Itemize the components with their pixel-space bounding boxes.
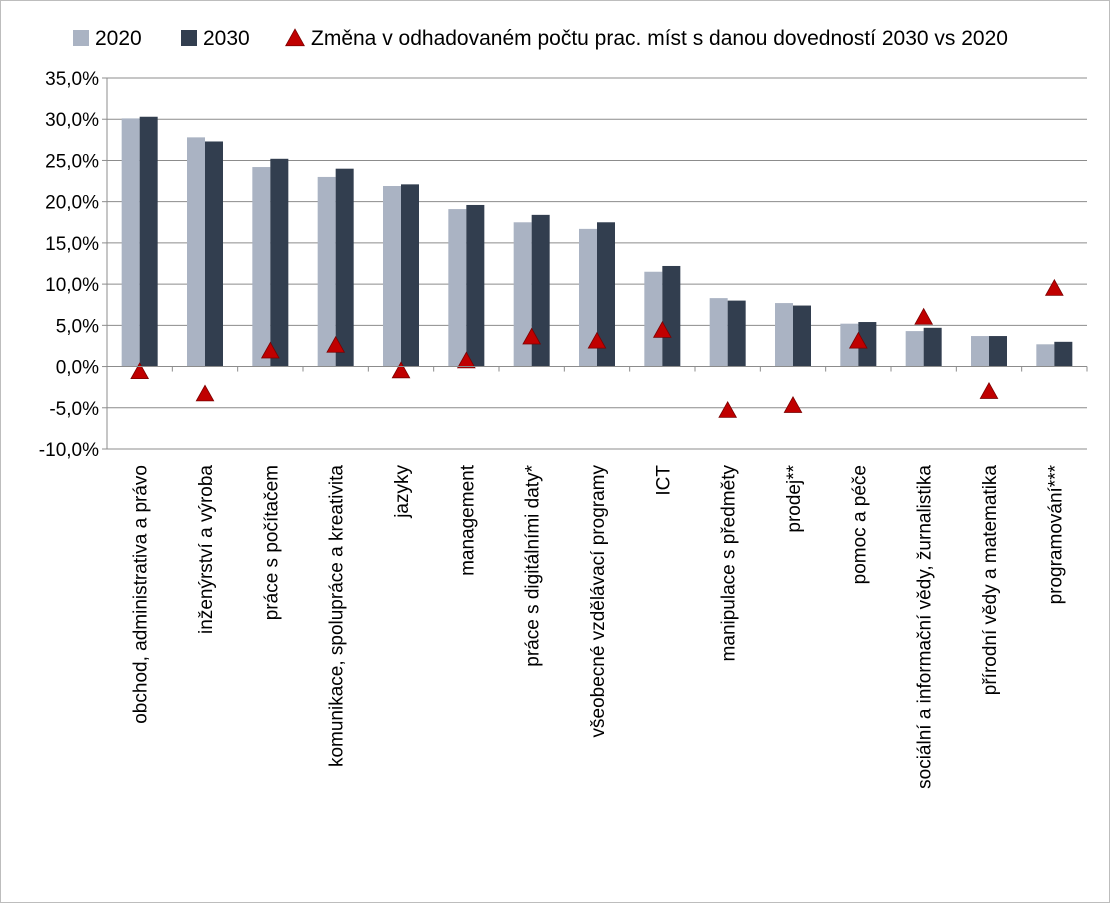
x-category-label: manipulace s předměty <box>719 465 740 662</box>
change-marker <box>260 341 280 359</box>
bar-2030 <box>662 265 681 367</box>
x-category-label: všeobecné vzdělávací programy <box>588 465 609 738</box>
x-category-label: programování*** <box>1045 464 1066 604</box>
bar-2030 <box>989 336 1007 367</box>
change-marker <box>326 335 346 353</box>
bar-2020 <box>121 118 140 367</box>
bar-2030 <box>335 168 354 367</box>
legend-swatch-2020 <box>73 30 89 46</box>
bar-2030 <box>727 300 746 367</box>
bar-2030 <box>270 158 289 367</box>
change-marker <box>130 362 150 380</box>
y-tick-label: 10,0% <box>45 275 99 296</box>
bar-2020 <box>644 271 663 367</box>
x-category-label: komunikace, spolupráce a kreativita <box>327 465 348 767</box>
y-axis: 35,0% 30,0% 25,0% 20,0% 15,0% 10,0% 5,0% 0,0% -5… <box>39 69 108 461</box>
bar-2020 <box>840 323 859 367</box>
y-tick-label: -5,0% <box>49 399 99 420</box>
bar-2020 <box>187 137 205 367</box>
legend: 2020 2030 Změna v odhadovaném počtu prac. … <box>73 27 1008 50</box>
x-category-label: prodej** <box>784 464 805 532</box>
change-markers <box>130 278 1064 418</box>
y-tick-label: 20,0% <box>45 193 99 214</box>
bar-2020 <box>252 167 271 367</box>
x-category-label: management <box>457 464 478 576</box>
change-marker <box>456 351 476 369</box>
y-tick-label: 5,0% <box>56 316 99 337</box>
bar-2030 <box>401 184 419 367</box>
bar-2030 <box>466 204 485 367</box>
legend-swatch-2030 <box>181 30 197 46</box>
bar-2020 <box>317 176 336 367</box>
bar-2020 <box>579 228 597 367</box>
bar-2020 <box>775 303 793 367</box>
change-marker <box>652 320 672 338</box>
legend-label: Změna v odhadovaném počtu prac. míst s d… <box>311 27 1008 50</box>
x-category-label: obchod, administrativa a právo <box>131 465 152 724</box>
bar-2020 <box>383 186 401 367</box>
change-marker <box>522 327 542 345</box>
y-tick-label: -10,0% <box>39 440 99 461</box>
bar-2030 <box>923 327 942 367</box>
y-tick-label: 25,0% <box>45 151 99 172</box>
bar-2030 <box>531 214 550 367</box>
change-marker <box>848 331 868 349</box>
y-tick-label: 0,0% <box>56 358 99 379</box>
bar-2030 <box>1054 341 1073 367</box>
legend-label: 2030 <box>203 27 250 50</box>
x-category-label: práce s digitálními daty* <box>523 464 544 666</box>
y-tick-label: 15,0% <box>45 234 99 255</box>
bar-2020 <box>513 222 532 367</box>
legend-label: 2020 <box>95 27 142 50</box>
x-category-label: práce s počítačem <box>261 465 282 620</box>
x-axis: obchod, administrativa a právo inženýrstv… <box>107 366 1088 789</box>
change-marker <box>914 307 934 325</box>
bar-2020 <box>1036 344 1055 367</box>
bar-2020 <box>448 209 467 367</box>
bar-2020 <box>971 336 989 367</box>
x-category-label: jazyky <box>392 465 413 519</box>
change-marker <box>587 331 607 349</box>
x-category-label: ICT <box>653 465 674 496</box>
bar-2020 <box>905 331 924 367</box>
bar-2030 <box>793 305 811 367</box>
change-marker <box>718 400 738 418</box>
change-marker <box>195 384 215 402</box>
change-marker <box>391 361 411 379</box>
y-tick-label: 35,0% <box>45 69 99 90</box>
legend-swatch-change <box>285 28 305 47</box>
x-category-label: sociální a informační vědy, žurnalistika <box>915 465 936 789</box>
bar-2030 <box>858 322 877 367</box>
change-marker <box>1044 278 1064 296</box>
x-category-label: inženýrství a výroba <box>196 465 217 634</box>
bar-2030 <box>139 116 158 367</box>
x-category-label: pomoc a péče <box>849 465 870 584</box>
bar-2030 <box>597 222 615 367</box>
bars <box>121 116 1073 367</box>
y-tick-label: 30,0% <box>45 110 99 131</box>
change-marker <box>979 381 999 399</box>
x-category-label: přírodní vědy a matematika <box>980 465 1001 696</box>
bar-2030 <box>205 141 223 367</box>
change-marker <box>783 396 803 413</box>
bar-2020 <box>709 298 728 367</box>
